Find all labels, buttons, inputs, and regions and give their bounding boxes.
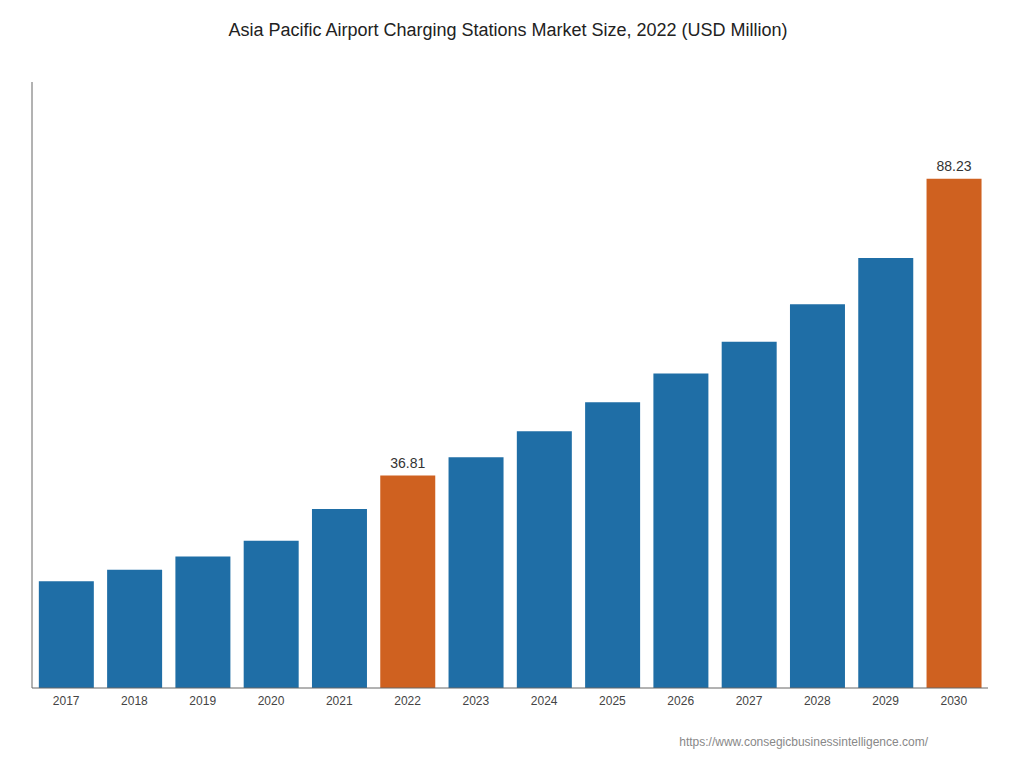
svg-text:2025: 2025 [599, 694, 626, 708]
html-text:https://www.consegicbusinessin: https://www.consegicbusinessintelligence… [679, 735, 928, 749]
svg-text:2024: 2024 [531, 694, 558, 708]
svg-text:2029: 2029 [872, 694, 899, 708]
svg-text:2027: 2027 [736, 694, 763, 708]
svg-text:2028: 2028 [804, 694, 831, 708]
svg-text:2019: 2019 [189, 694, 216, 708]
svg-text:2021: 2021 [326, 694, 353, 708]
svg-text:2030: 2030 [941, 694, 968, 708]
svg-text:2022: 2022 [394, 694, 421, 708]
html-text:Asia Pacific Airport Charging: Asia Pacific Airport Charging Stations M… [228, 19, 788, 40]
svg-text:2017: 2017 [53, 694, 80, 708]
svg-text:88.23: 88.23 [937, 158, 972, 174]
svg-text:36.81: 36.81 [390, 455, 425, 471]
svg-text:2018: 2018 [121, 694, 148, 708]
svg-text:2026: 2026 [667, 694, 694, 708]
svg-text:2020: 2020 [258, 694, 285, 708]
svg-text:2023: 2023 [463, 694, 490, 708]
